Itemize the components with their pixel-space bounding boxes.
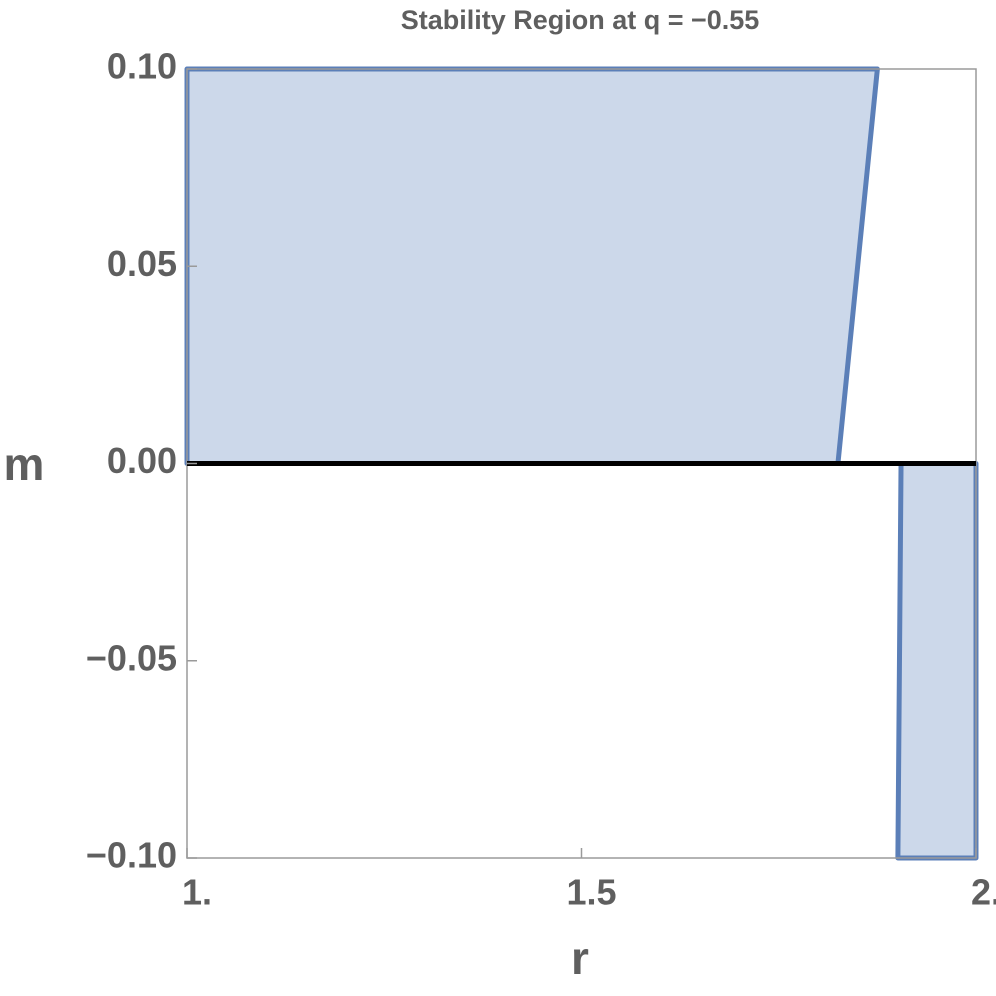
y-tick-label: −0.05 <box>86 637 177 678</box>
chart-title: Stability Region at q = −0.55 <box>401 5 760 35</box>
stable-region <box>895 461 979 861</box>
y-tick-label: 0.05 <box>107 243 177 284</box>
x-axis-label: r <box>571 932 589 984</box>
y-tick-label: 0.10 <box>107 46 177 87</box>
stable-region <box>184 66 880 466</box>
y-tick-label: 0.00 <box>107 440 177 481</box>
x-tick-label: 1. <box>182 872 212 913</box>
y-tick-label: −0.10 <box>86 835 177 876</box>
x-tick-label: 2. <box>971 872 996 913</box>
y-axis-label: m <box>4 438 45 490</box>
x-tick-label: 1.5 <box>566 872 616 913</box>
